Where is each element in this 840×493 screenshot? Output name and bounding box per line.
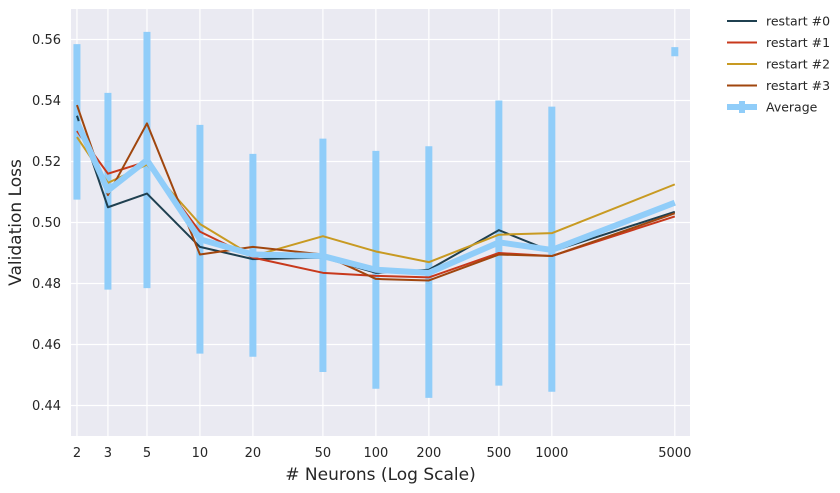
x-tick-label: 1000 [535,446,568,461]
x-tick-labels: 2 3 5 10 20 50 100 200 500 1000 5000 [73,446,692,461]
x-tick-label: 5 [143,446,151,461]
y-tick-labels: 0.44 0.46 0.48 0.50 0.52 0.54 0.56 [32,33,61,414]
y-tick-label: 0.54 [32,94,61,109]
x-tick-label: 500 [486,446,511,461]
x-axis-label: # Neurons (Log Scale) [285,465,475,485]
x-tick-label: 50 [315,446,332,461]
y-tick-label: 0.52 [32,155,61,170]
y-tick-label: 0.46 [32,338,61,353]
y-tick-label: 0.48 [32,277,61,292]
x-tick-label: 10 [192,446,209,461]
legend-label-average: Average [766,100,818,115]
x-tick-label: 5000 [658,446,691,461]
series-line-restart-1 [76,130,676,279]
x-tick-label: 100 [363,446,388,461]
y-tick-label: 0.56 [32,33,61,48]
legend-label-restart-3: restart #3 [766,78,830,93]
x-tick-label: 20 [245,446,262,461]
x-tick-label: 3 [104,446,112,461]
x-tick-label: 200 [416,446,441,461]
legend-label-restart-1: restart #1 [766,35,830,50]
y-tick-label: 0.50 [32,216,61,231]
legend-label-restart-0: restart #0 [766,14,830,29]
legend-label-restart-2: restart #2 [766,57,830,72]
series-line-average [74,120,676,276]
series-lines [74,104,676,282]
x-tick-label: 2 [73,446,81,461]
y-axis-label: Validation Loss [6,159,26,286]
y-tick-label: 0.44 [32,399,61,414]
legend: restart #0 restart #1 restart #2 restart #3… [727,14,830,115]
